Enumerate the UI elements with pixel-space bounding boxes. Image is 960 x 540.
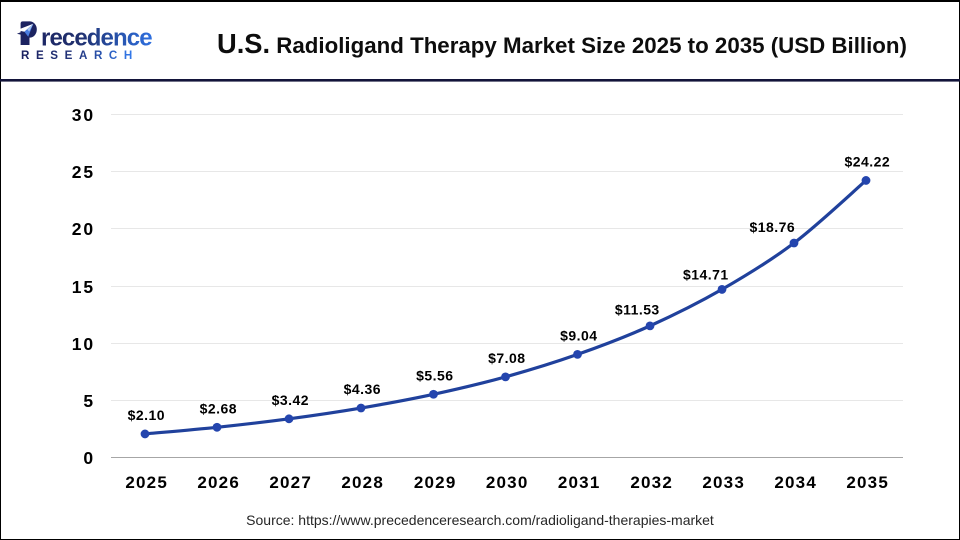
svg-text:2029: 2029: [414, 473, 457, 492]
svg-text:2032: 2032: [630, 473, 673, 492]
svg-text:recedence: recedence: [41, 24, 152, 51]
svg-text:2033: 2033: [702, 473, 745, 492]
svg-text:RESEARCH: RESEARCH: [21, 49, 139, 62]
svg-text:2030: 2030: [486, 473, 529, 492]
svg-text:30: 30: [72, 105, 95, 125]
svg-text:0: 0: [83, 448, 95, 468]
svg-text:10: 10: [72, 334, 95, 354]
svg-text:$7.08: $7.08: [488, 350, 525, 366]
svg-text:$4.36: $4.36: [344, 381, 381, 397]
svg-text:U.S. Radioligand Therapy Marke: U.S. Radioligand Therapy Market Size 202…: [217, 28, 907, 59]
svg-text:2034: 2034: [774, 473, 817, 492]
svg-text:2028: 2028: [341, 473, 384, 492]
svg-text:20: 20: [72, 219, 95, 239]
svg-text:5: 5: [83, 391, 95, 411]
svg-text:$11.53: $11.53: [615, 302, 660, 318]
svg-text:25: 25: [72, 162, 95, 182]
svg-text:$18.76: $18.76: [750, 219, 796, 235]
svg-text:$14.71: $14.71: [683, 266, 729, 282]
svg-text:2025: 2025: [125, 473, 168, 492]
svg-text:$3.42: $3.42: [272, 392, 309, 408]
svg-text:2027: 2027: [269, 473, 312, 492]
svg-text:$2.10: $2.10: [128, 407, 165, 423]
svg-text:$5.56: $5.56: [416, 367, 453, 383]
svg-text:2031: 2031: [558, 473, 601, 492]
svg-text:$9.04: $9.04: [560, 327, 597, 343]
svg-text:2026: 2026: [197, 473, 240, 492]
svg-text:15: 15: [72, 277, 95, 297]
svg-text:$24.22: $24.22: [845, 153, 891, 169]
svg-text:Source: https://www.precedence: Source: https://www.precedenceresearch.c…: [246, 512, 714, 528]
svg-text:2035: 2035: [846, 473, 889, 492]
svg-text:$2.68: $2.68: [200, 400, 237, 416]
